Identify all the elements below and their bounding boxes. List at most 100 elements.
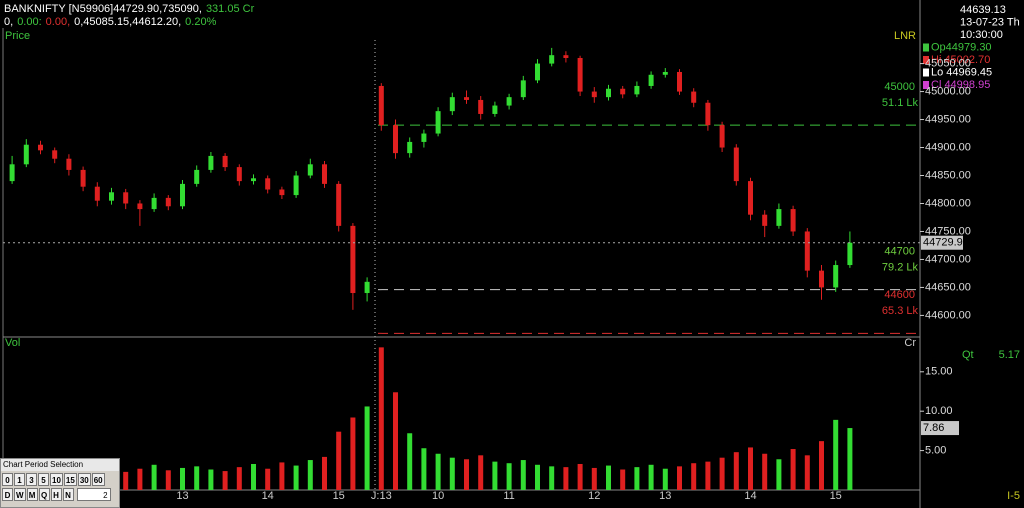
candle-body [322,164,327,184]
candle-body [421,133,427,142]
y-tick-label: 44900.00 [925,141,971,153]
y-tick-label: 44650.00 [925,281,971,293]
volume-bar [421,448,427,490]
volume-bar [165,470,171,490]
info-swatch [923,68,929,77]
candle-body [180,183,185,207]
info-swatch [923,81,929,89]
info-text: Lo 44969.45 [931,66,992,78]
candle-body [137,203,143,210]
volume-bar [591,467,597,490]
y-tick-label: 15.00 [925,366,953,378]
period-selector-title: Chart Period Selection [1,459,119,471]
level-label: 45000 [884,81,915,93]
volume-bar [648,464,654,490]
volume-bar [123,471,129,490]
candle-body [648,74,654,86]
volume-bar [520,460,526,490]
volume-bar [478,455,484,490]
interval-button[interactable]: 30 [77,473,91,486]
volume-bar [634,467,640,490]
range-button[interactable]: N [62,488,74,501]
x-tick-label: 12 [588,490,600,502]
x-tick-label: 14 [262,490,274,502]
candle-body [151,197,157,210]
x-tick-label: 13 [176,490,188,502]
y-tick-label: 44600.00 [925,309,971,321]
interval-button[interactable]: 10 [50,473,63,486]
range-button[interactable]: H [50,488,62,501]
y-tick-label: 44800.00 [925,197,971,209]
volume-bar [733,452,739,490]
range-button[interactable]: W [14,488,26,501]
level-qty: 79.2 Lk [882,262,919,274]
interval-button[interactable]: 5 [38,473,49,486]
footer-label: I-5 [1007,490,1020,502]
volume-bar [790,449,796,490]
candle-body [265,178,271,190]
volume-bar [620,469,626,490]
volume-bar [378,347,384,490]
candle-body [819,270,824,288]
candle-body [520,80,526,98]
volume-bar [847,428,853,490]
interval-button[interactable]: 1 [14,473,25,486]
candle-body [293,175,299,196]
volume-bar [208,469,214,490]
volume-bar [691,463,697,490]
quantity-label: Qt [962,349,974,361]
panel-label: Price [5,30,30,42]
candle-body [435,111,441,134]
volume-bar [535,464,540,490]
volume-bar [435,453,441,490]
period-input[interactable]: 2 [76,488,111,501]
info-text: 13-07-23 Th [960,16,1020,28]
header-field: 331.05 Cr [205,3,255,15]
volume-bar [336,431,342,490]
candle-body [165,197,171,207]
y-tick-label: 44700.00 [925,253,971,265]
volume-bar [776,459,782,490]
header-field: 0, [4,16,14,28]
candle-body [847,242,853,266]
candle-body [563,55,569,58]
panel-label: Vol [5,337,20,349]
volume-bar [364,406,370,490]
y-tick-label: 44950.00 [925,113,971,125]
x-tick-label: 15 [333,490,345,502]
interval-button[interactable]: 60 [91,473,105,486]
volume-bar [222,471,228,490]
volume-bar [705,461,711,490]
volume-bar [393,392,398,490]
candle-body [109,192,114,201]
candle-body [719,125,725,148]
range-button[interactable]: M [26,488,38,501]
candle-body [336,183,342,226]
y-tick-label: 44850.00 [925,169,971,181]
x-tick-label: J:13 [371,490,392,502]
scale-label: Cr [904,337,916,349]
x-tick-label: 14 [744,490,756,502]
header-field: 0.00: [17,16,42,28]
volume-bar [606,465,611,490]
header-field: 0.00, [45,16,71,28]
interval-button[interactable]: 15 [63,473,77,486]
candle-body [634,85,640,95]
candle-body [620,88,626,95]
volume-bar [506,463,512,490]
volume-bar [151,464,157,490]
volume-bar [194,466,200,490]
interval-button[interactable]: 3 [26,473,37,486]
range-button[interactable]: Q [38,488,50,501]
candle-body [393,125,398,154]
volume-bar [236,467,242,490]
interval-button[interactable]: 0 [2,473,13,486]
candle-body [123,192,129,204]
range-button[interactable]: D [2,488,13,501]
candle-body [279,189,285,196]
candle-body [449,97,455,112]
